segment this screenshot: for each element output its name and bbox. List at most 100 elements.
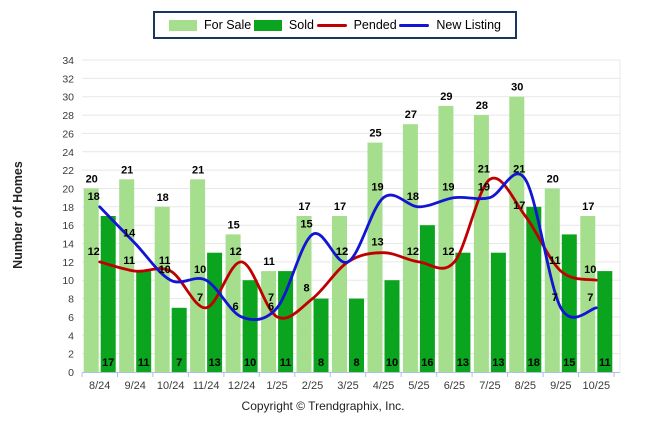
copyright-text: Copyright © Trendgraphix, Inc.: [241, 399, 405, 413]
bar-sold: [171, 307, 187, 372]
bar-for-sale: [119, 179, 135, 372]
sold-value-label: 11: [138, 357, 150, 369]
for-sale-value-label: 20: [547, 174, 559, 186]
pended-value-label: 13: [371, 237, 383, 249]
x-tick-label: 2/25: [302, 380, 323, 392]
y-tick-label: 2: [68, 349, 74, 361]
for-sale-value-label: 25: [369, 128, 381, 140]
bar-sold: [561, 234, 577, 372]
bar-sold: [490, 252, 506, 372]
new-listing-value-label: 6: [233, 301, 239, 313]
pended-value-label: 17: [513, 200, 525, 212]
for-sale-value-label: 21: [192, 164, 204, 176]
sold-value-label: 17: [102, 357, 114, 369]
pended-value-label: 10: [584, 264, 596, 276]
sold-value-label: 10: [244, 357, 256, 369]
x-tick-label: 9/25: [550, 380, 571, 392]
new-listing-value-label: 21: [513, 163, 525, 175]
bars: [83, 96, 613, 373]
bar-for-sale: [367, 142, 383, 372]
for-sale-value-label: 18: [157, 192, 169, 204]
sold-swatch-icon: [253, 19, 282, 31]
bar-for-sale: [473, 115, 489, 372]
y-tick-label: 22: [62, 165, 74, 177]
sold-value-label: 16: [421, 357, 433, 369]
for-sale-value-label: 17: [334, 201, 346, 213]
bar-sold: [526, 206, 542, 372]
y-tick-label: 28: [62, 110, 74, 122]
x-tick-label: 8/24: [89, 380, 110, 392]
for-sale-value-label: 29: [440, 91, 452, 103]
pended-value-label: 12: [336, 246, 348, 258]
new-listing-value-label: 14: [123, 228, 136, 240]
new-listing-value-label: 10: [194, 264, 206, 276]
y-tick-label: 30: [62, 92, 74, 104]
sold-value-label: 18: [528, 357, 540, 369]
x-tick-label: 3/25: [337, 380, 358, 392]
pended-value-label: 8: [303, 283, 309, 295]
for-sale-value-label: 11: [263, 256, 275, 268]
new-listing-value-label: 19: [442, 182, 454, 194]
y-tick-label: 10: [62, 275, 74, 287]
new-listing-line: [98, 172, 598, 322]
legend-label-pended: Pended: [353, 18, 397, 32]
gridlines: [82, 59, 621, 372]
bar-for-sale: [83, 188, 99, 372]
legend-label-new-listing: New Listing: [436, 18, 501, 32]
pended-value-label: 12: [88, 246, 100, 258]
new-listing-value-label: 19: [478, 182, 490, 194]
pended-value-label: 6: [268, 301, 274, 313]
x-tick-label: 9/24: [124, 380, 145, 392]
bar-sold: [349, 298, 364, 372]
x-tick-label: 7/25: [479, 380, 500, 392]
bar-sold: [455, 252, 471, 372]
bar-for-sale: [402, 124, 418, 372]
bar-for-sale: [261, 271, 277, 372]
x-tick-label: 12/24: [228, 380, 256, 392]
sold-value-label: 15: [563, 357, 575, 369]
legend-label-sold: Sold: [288, 18, 314, 32]
sold-value-label: 13: [208, 357, 220, 369]
bar-for-sale: [225, 234, 241, 372]
y-tick-label: 6: [68, 312, 74, 324]
pended-value-label: 11: [159, 255, 171, 267]
bar-sold: [384, 280, 400, 372]
legend-item-new-listing: New Listing: [399, 18, 501, 32]
y-tick-label: 18: [62, 202, 74, 214]
x-tick-label: 6/25: [444, 380, 465, 392]
sold-value-label: 11: [599, 357, 611, 369]
for-sale-value-label: 28: [476, 100, 488, 112]
pended-value-label: 12: [407, 246, 419, 258]
sold-value-label: 13: [457, 357, 469, 369]
sold-value-label: 8: [353, 357, 359, 369]
sold-value-label: 11: [280, 357, 292, 369]
new-listing-value-label: 10: [159, 264, 171, 276]
for-sale-value-label: 30: [511, 82, 523, 94]
y-tick-label: 20: [62, 184, 74, 196]
bar-for-sale: [509, 96, 525, 372]
for-sale-value-label: 15: [227, 219, 239, 231]
new-listing-value-label: 7: [552, 292, 558, 304]
sold-value-label: 8: [318, 357, 324, 369]
for-sale-value-label: 17: [582, 201, 594, 213]
for-sale-value-label: 21: [121, 164, 133, 176]
new-listing-value-label: 19: [371, 182, 383, 194]
sold-value-label: 7: [176, 357, 182, 369]
y-tick-label: 16: [62, 220, 74, 232]
x-tick-label: 8/25: [515, 380, 536, 392]
y-tick-label: 24: [62, 147, 74, 159]
y-axis-title: Number of Homes: [11, 161, 25, 269]
legend-label-for-sale: For Sale: [204, 18, 252, 32]
pended-value-label: 7: [197, 292, 203, 304]
bar-for-sale: [332, 216, 347, 372]
bar-sold: [207, 252, 223, 372]
trend-lines: [98, 172, 598, 322]
x-tick-label: 5/25: [408, 380, 429, 392]
x-tick-label: 10/24: [157, 380, 185, 392]
new-listing-value-label: 12: [336, 246, 348, 258]
y-tick-label: 12: [62, 257, 74, 269]
for-sale-value-label: 20: [86, 174, 98, 186]
